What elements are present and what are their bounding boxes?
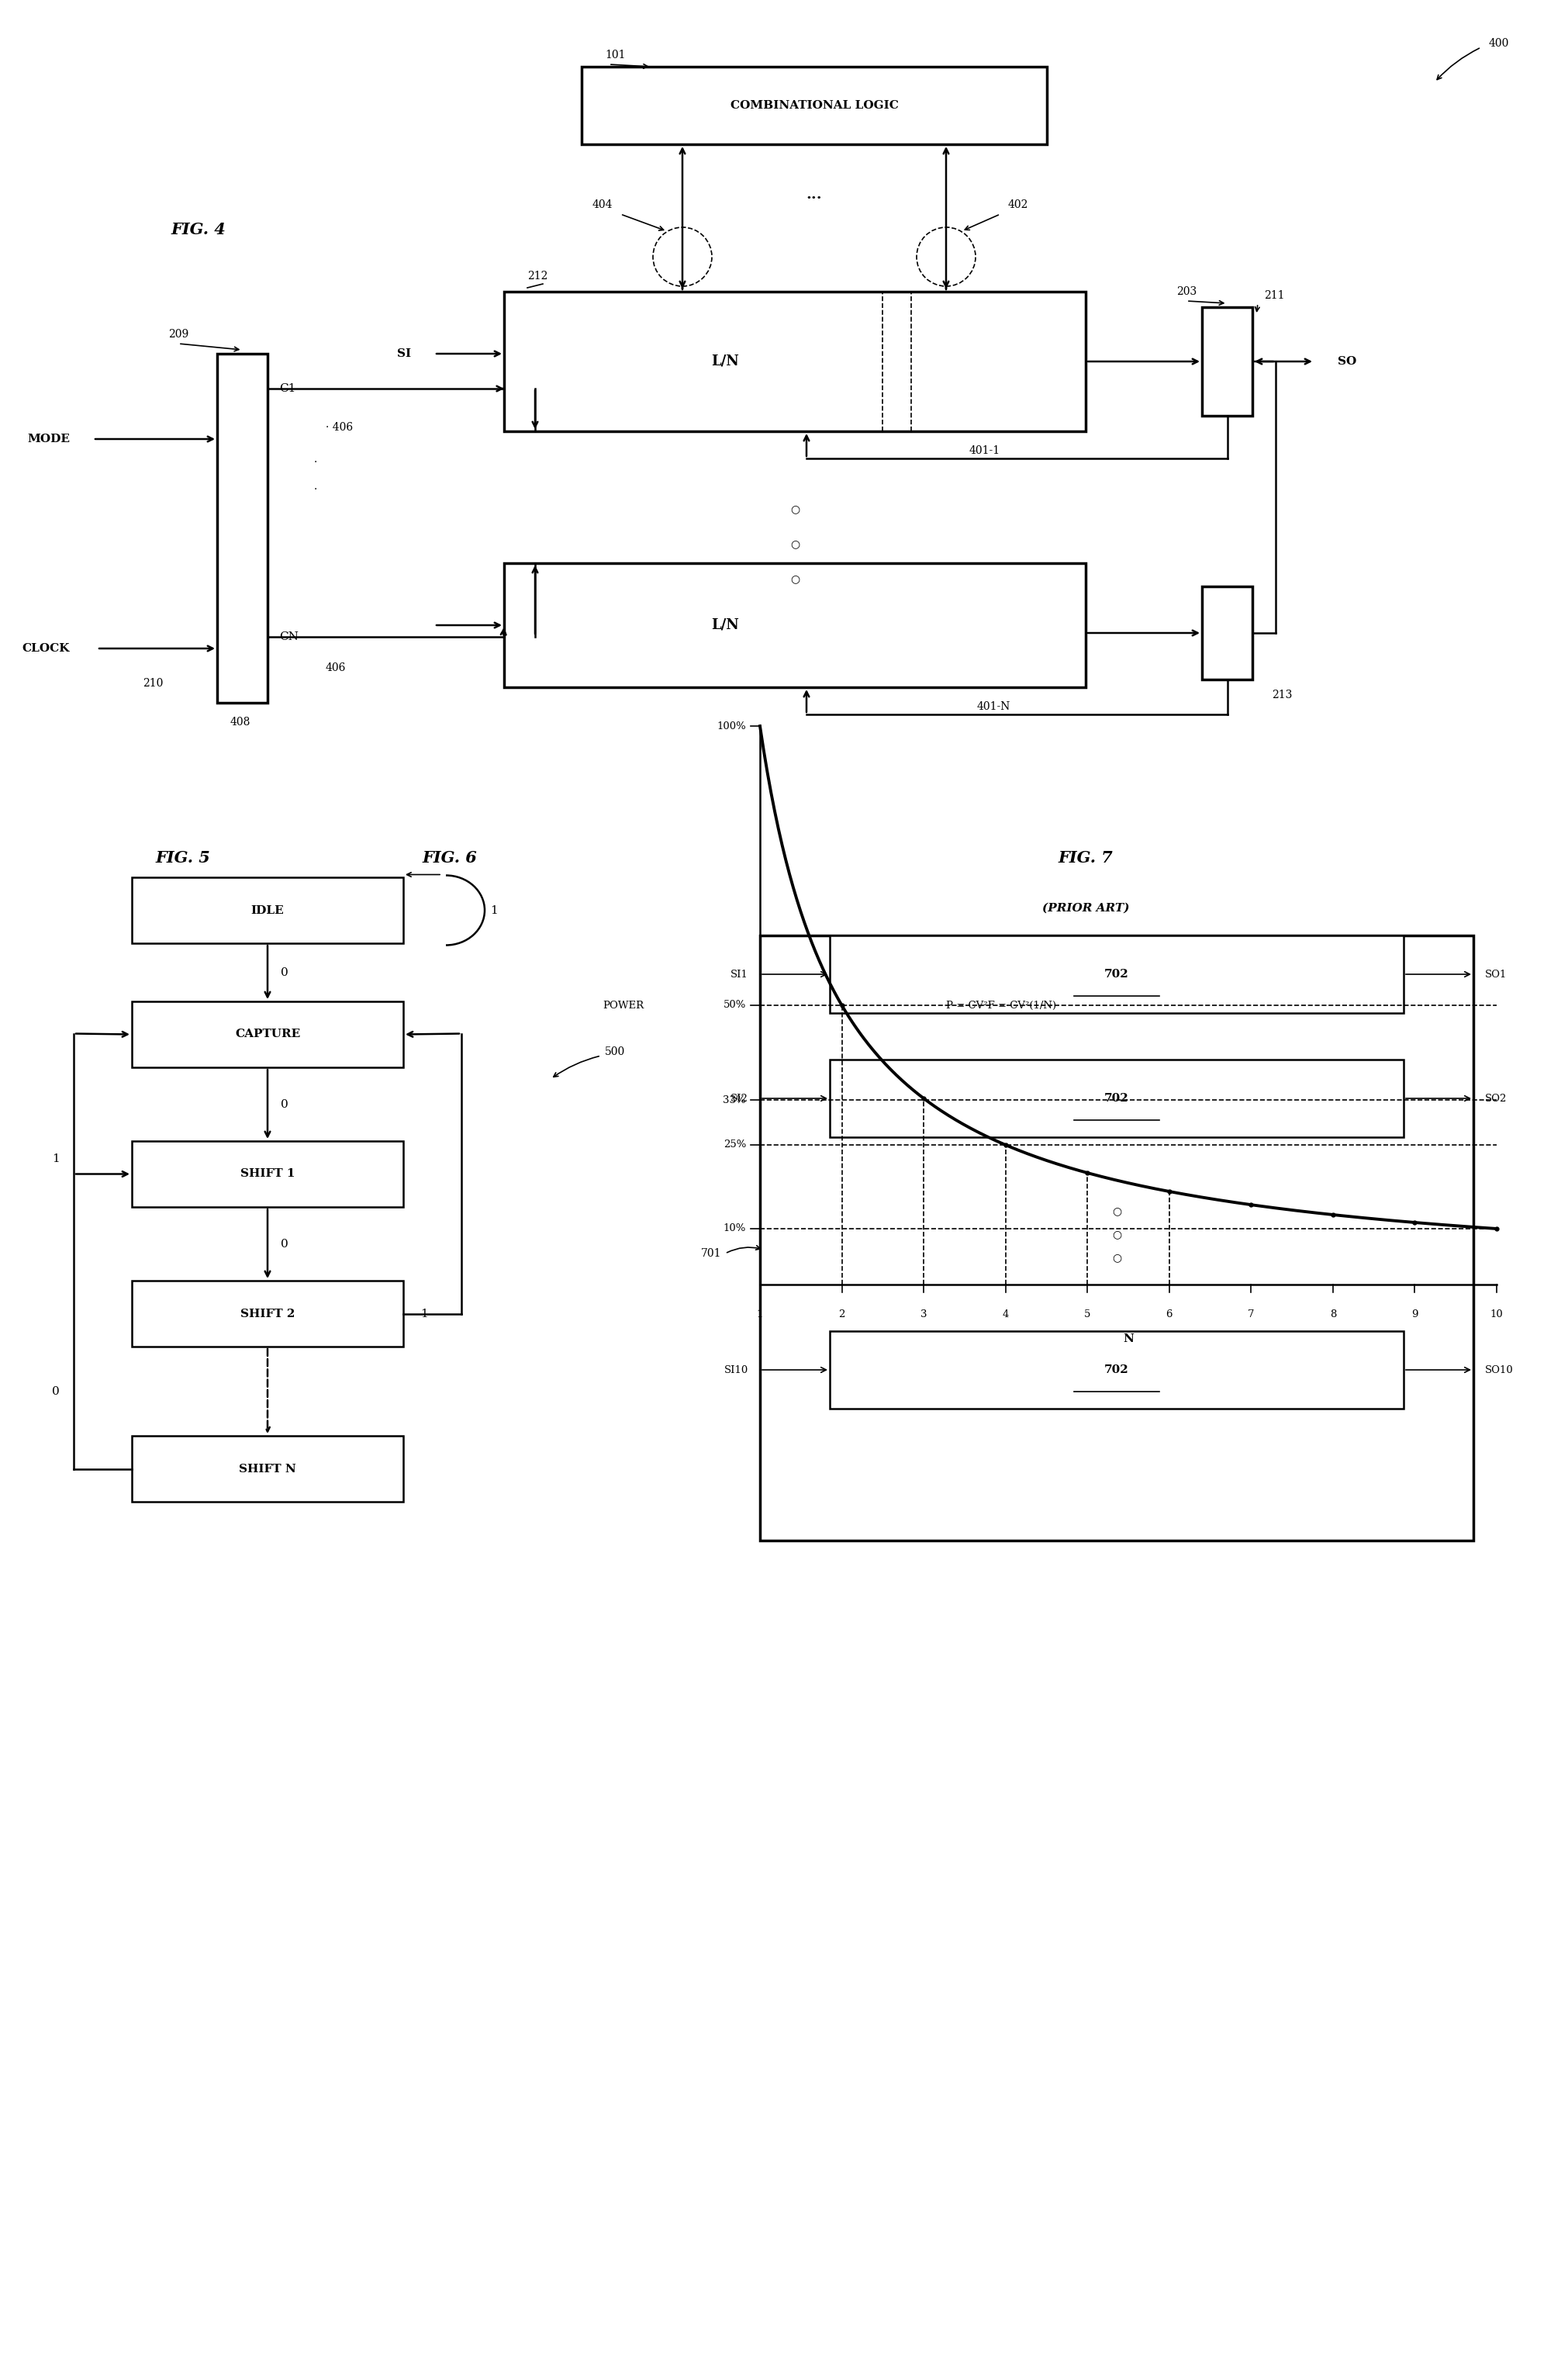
Text: ○: ○: [1112, 1206, 1121, 1215]
Bar: [582, 66, 1047, 144]
Text: 211: 211: [1264, 290, 1284, 301]
Text: 401-N: 401-N: [977, 702, 1011, 711]
Text: ...: ...: [806, 188, 822, 203]
Text: 0: 0: [52, 1385, 60, 1397]
Text: FIG. 5: FIG. 5: [155, 850, 210, 867]
Text: 1: 1: [52, 1154, 60, 1163]
Text: SHIFT 2: SHIFT 2: [240, 1309, 295, 1319]
Bar: [132, 1437, 403, 1502]
Text: 5: 5: [1083, 1309, 1091, 1319]
Text: 0: 0: [281, 1100, 289, 1109]
Text: ·: ·: [314, 485, 317, 495]
Text: ○: ○: [790, 504, 800, 513]
Text: 3: 3: [920, 1309, 927, 1319]
Text: CAPTURE: CAPTURE: [235, 1029, 299, 1041]
Text: N: N: [1123, 1333, 1134, 1345]
Bar: [829, 935, 1403, 1013]
Bar: [132, 1142, 403, 1208]
Bar: [829, 1060, 1403, 1137]
Text: SO10: SO10: [1485, 1366, 1513, 1375]
Text: 212: 212: [527, 271, 547, 283]
Text: MODE: MODE: [27, 433, 71, 445]
Text: 10: 10: [1490, 1309, 1504, 1319]
Text: ○: ○: [790, 572, 800, 584]
Text: 213: 213: [1272, 690, 1292, 699]
Text: 210: 210: [143, 678, 163, 688]
Text: ○: ○: [1112, 1253, 1121, 1262]
Text: 9: 9: [1411, 1309, 1417, 1319]
Bar: [132, 1281, 403, 1347]
Text: SO2: SO2: [1485, 1093, 1507, 1104]
Text: L/N: L/N: [712, 619, 739, 631]
Text: C1: C1: [279, 384, 296, 393]
Text: CLOCK: CLOCK: [22, 643, 71, 655]
Text: 701: 701: [701, 1248, 721, 1260]
Text: FIG. 6: FIG. 6: [422, 850, 477, 867]
Text: ○: ○: [790, 539, 800, 549]
Bar: [132, 1001, 403, 1067]
Text: SO: SO: [1338, 356, 1356, 367]
Text: SI1: SI1: [731, 970, 748, 980]
Text: 406: 406: [326, 662, 347, 674]
Text: FIG. 4: FIG. 4: [171, 221, 226, 238]
Text: 408: 408: [230, 716, 251, 728]
Text: 2: 2: [839, 1309, 845, 1319]
Bar: [503, 292, 1085, 431]
Text: SI10: SI10: [724, 1366, 748, 1375]
Text: IDLE: IDLE: [251, 904, 284, 916]
Text: 10%: 10%: [723, 1225, 746, 1234]
Bar: [1203, 586, 1253, 681]
Text: 1: 1: [420, 1309, 428, 1319]
Text: 400: 400: [1490, 38, 1510, 49]
Text: 500: 500: [605, 1046, 626, 1057]
Text: 702: 702: [1104, 1093, 1129, 1104]
Text: 402: 402: [1008, 200, 1029, 210]
Text: 50%: 50%: [723, 1001, 746, 1010]
Text: 0: 0: [281, 1239, 289, 1248]
Text: 100%: 100%: [717, 721, 746, 730]
Text: 203: 203: [1176, 287, 1196, 297]
Text: 1: 1: [757, 1309, 764, 1319]
Text: ·: ·: [314, 457, 317, 469]
Text: 401-1: 401-1: [969, 445, 1000, 457]
Text: · 406: · 406: [326, 422, 353, 433]
Text: SHIFT N: SHIFT N: [238, 1462, 296, 1474]
Text: P = CV²F = CV²(1/N): P = CV²F = CV²(1/N): [946, 1001, 1057, 1010]
Bar: [132, 878, 403, 944]
Text: SI2: SI2: [731, 1093, 748, 1104]
Text: (PRIOR ART): (PRIOR ART): [1043, 902, 1129, 914]
Text: 25%: 25%: [723, 1140, 746, 1149]
Text: 4: 4: [1002, 1309, 1008, 1319]
Text: SI: SI: [397, 349, 411, 360]
Bar: [1203, 306, 1253, 417]
Text: 101: 101: [605, 49, 626, 61]
Text: 404: 404: [593, 200, 613, 210]
Text: SO1: SO1: [1485, 970, 1507, 980]
Text: COMBINATIONAL LOGIC: COMBINATIONAL LOGIC: [731, 99, 898, 111]
Text: 8: 8: [1330, 1309, 1336, 1319]
Bar: [829, 1331, 1403, 1408]
Text: SHIFT 1: SHIFT 1: [240, 1168, 295, 1180]
Text: 1: 1: [491, 904, 497, 916]
Text: 0: 0: [281, 968, 289, 977]
Text: ○: ○: [1112, 1229, 1121, 1239]
Text: 702: 702: [1104, 1364, 1129, 1375]
Text: 7: 7: [1248, 1309, 1254, 1319]
Text: 33%: 33%: [723, 1095, 746, 1104]
Text: FIG. 7: FIG. 7: [1058, 850, 1113, 867]
Text: L/N: L/N: [712, 356, 739, 367]
Text: POWER: POWER: [602, 1001, 643, 1010]
Text: CN: CN: [279, 631, 298, 643]
Text: 702: 702: [1104, 968, 1129, 980]
Text: 209: 209: [168, 330, 188, 339]
Bar: [216, 353, 268, 702]
Text: 6: 6: [1167, 1309, 1173, 1319]
Bar: [760, 935, 1474, 1540]
Bar: [503, 563, 1085, 688]
